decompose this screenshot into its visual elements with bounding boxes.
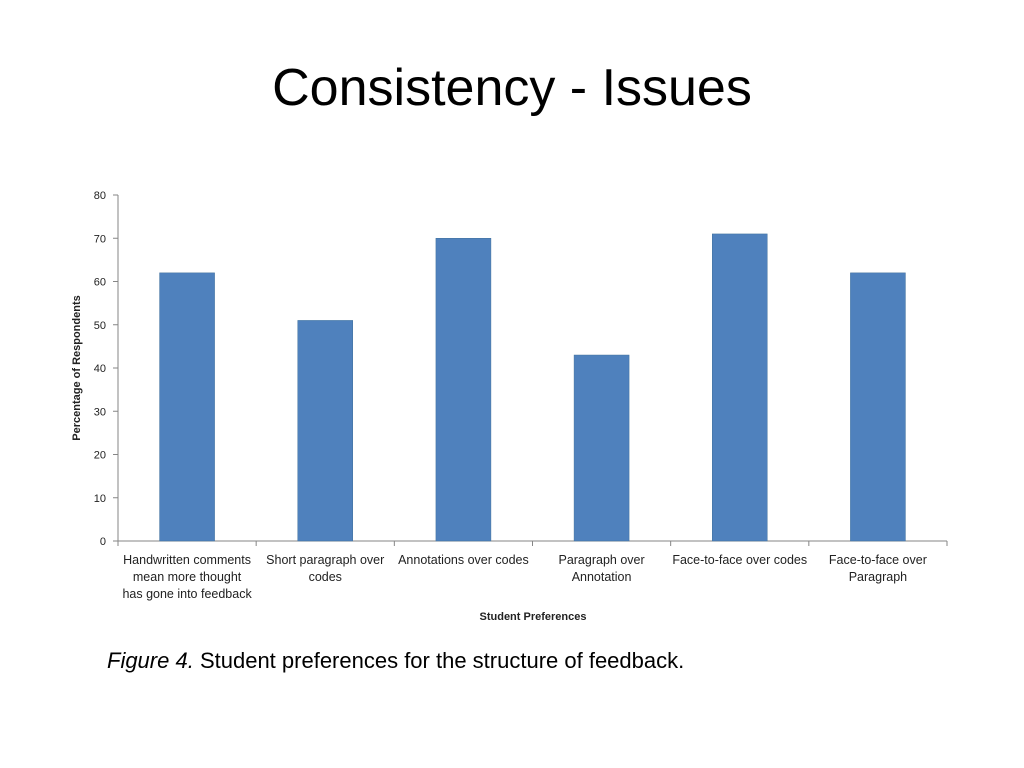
slide-title: Consistency - Issues bbox=[272, 59, 752, 117]
x-tick-label: Face-to-face over codes bbox=[672, 553, 807, 567]
y-tick-label: 80 bbox=[94, 190, 106, 202]
y-tick-label: 60 bbox=[94, 277, 106, 289]
bar bbox=[712, 233, 768, 542]
y-tick-label: 40 bbox=[94, 363, 106, 375]
y-tick-label: 70 bbox=[94, 233, 106, 245]
y-tick-label: 10 bbox=[94, 493, 106, 505]
bars bbox=[159, 233, 906, 542]
y-axis: 0 10 20 30 40 50 60 70 80 bbox=[94, 190, 119, 548]
y-tick-label: 30 bbox=[94, 406, 106, 418]
x-axis: Handwritten comments mean more thought has… bbox=[117, 540, 948, 601]
figure-caption: Figure 4. Student preferences for the st… bbox=[107, 648, 684, 674]
x-axis-label: Student Preferences bbox=[480, 611, 587, 623]
x-tick-label: Paragraph over Annotation bbox=[558, 553, 644, 584]
bar bbox=[850, 272, 906, 542]
y-tick-label: 20 bbox=[94, 450, 106, 462]
figure-label: Figure 4. bbox=[107, 648, 194, 673]
y-tick-label: 0 bbox=[100, 536, 106, 548]
bar bbox=[159, 272, 215, 542]
bar bbox=[573, 354, 630, 542]
x-tick-label: Short paragraph over codes bbox=[266, 553, 384, 584]
bar bbox=[297, 320, 353, 542]
y-axis-label: Percentage of Respondents bbox=[71, 295, 83, 440]
x-tick-label: Annotations over codes bbox=[398, 553, 529, 567]
x-tick-label: Face-to-face over Paragraph bbox=[829, 553, 927, 584]
x-tick-label: Handwritten comments mean more thought has… bbox=[122, 553, 252, 601]
y-tick-label: 50 bbox=[94, 320, 106, 332]
caption-text: Student preferences for the structure of… bbox=[199, 648, 685, 673]
bar bbox=[435, 238, 492, 542]
